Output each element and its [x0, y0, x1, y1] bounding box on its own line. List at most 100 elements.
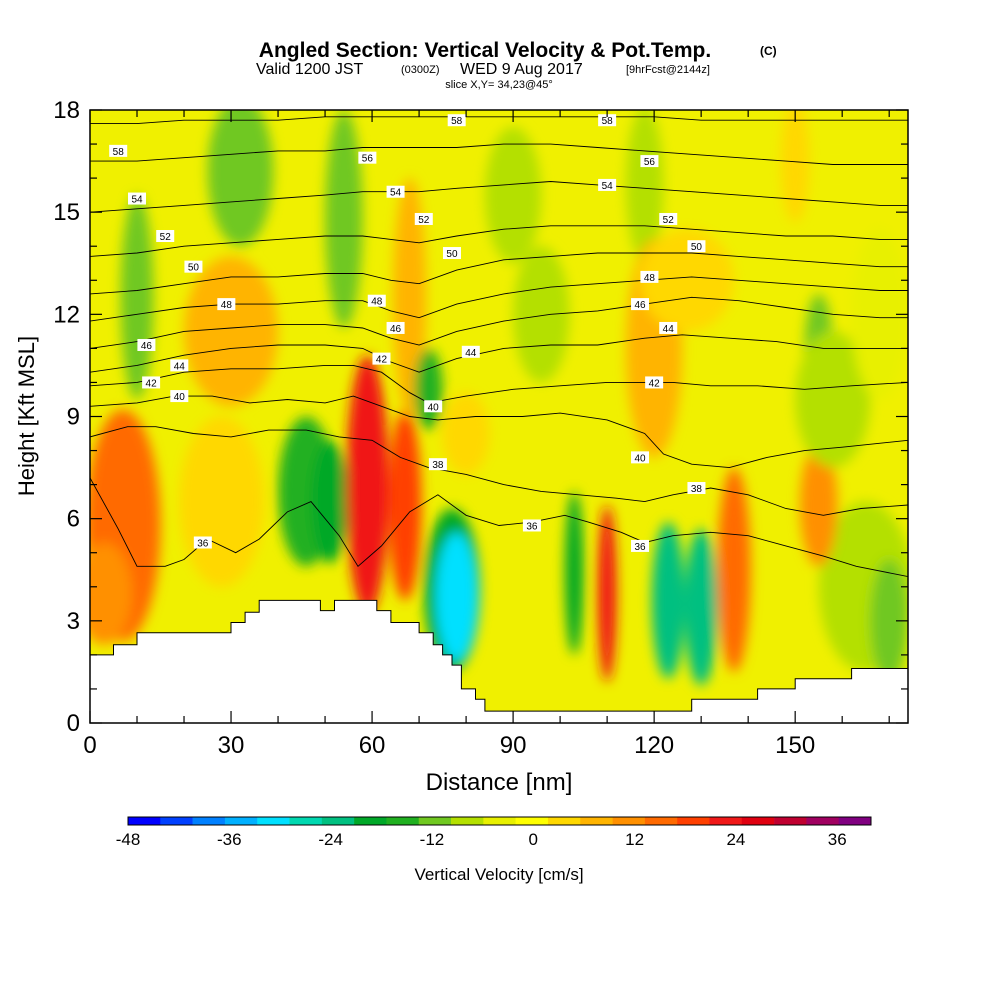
contour-label-8: 52: [156, 230, 175, 243]
colorbar-swatch-11: [483, 817, 516, 825]
svg-text:52: 52: [418, 215, 430, 226]
theta-contour-44: [90, 334, 908, 373]
colorbar-swatch-0: [128, 817, 161, 825]
contour-label-11: 50: [184, 260, 203, 274]
contour-label-14: 48: [217, 298, 236, 311]
colorbar-tick-0: 0: [529, 830, 538, 849]
svg-text:42: 42: [649, 378, 661, 389]
svg-text:56: 56: [362, 154, 374, 165]
colorbar-swatch-12: [515, 817, 549, 825]
velocity-cell-13: [564, 491, 584, 655]
theta-contour-40: [90, 395, 908, 469]
velocity-cell-21: [799, 443, 838, 567]
colorbar-swatch-2: [192, 817, 226, 825]
x-axis: 0 30 60 90 120 150: [83, 110, 890, 759]
velocity-field: [90, 110, 908, 686]
svg-text:50: 50: [446, 249, 458, 260]
theta-contour-58: [90, 116, 908, 125]
svg-text:58: 58: [113, 147, 125, 158]
contour-label-31: 36: [193, 536, 212, 550]
contour-labels: 58 58 58 56 56 54 54 54 52 52 52 50 50 50 48 48 48 46 46 46…: [109, 114, 706, 553]
y-tick-label-0: 0: [67, 710, 80, 737]
contour-label-33: 36: [631, 539, 650, 553]
velocity-cell-12: [435, 532, 478, 662]
contour-label-30: 38: [687, 482, 706, 495]
svg-text:46: 46: [390, 324, 402, 335]
contour-label-13: 50: [687, 240, 706, 253]
theta-contour-38: [90, 426, 908, 516]
svg-text:42: 42: [376, 355, 388, 366]
contour-label-32: 36: [522, 519, 541, 532]
velocity-cell-20: [870, 559, 908, 683]
svg-text:42: 42: [146, 378, 158, 389]
svg-text:56: 56: [644, 157, 656, 168]
svg-text:58: 58: [451, 116, 463, 127]
velocity-cell-22: [120, 195, 154, 400]
colorbar-swatch-1: [160, 817, 193, 825]
theta-contour-50: [90, 252, 908, 295]
colorbar-swatch-6: [321, 817, 355, 825]
contour-label-27: 40: [424, 400, 443, 413]
svg-text:46: 46: [141, 341, 153, 352]
x-tick-label-90: 90: [500, 732, 527, 759]
contour-label-19: 46: [631, 298, 650, 311]
theta-contour-56: [90, 143, 908, 165]
contour-label-26: 40: [170, 390, 189, 403]
svg-text:58: 58: [602, 116, 614, 127]
terrain: [90, 599, 908, 723]
contour-label-29: 38: [428, 458, 447, 471]
colorbar-swatch-4: [257, 817, 290, 825]
svg-text:36: 36: [526, 521, 538, 532]
velocity-cell-29: [484, 127, 542, 264]
theta-contour-48: [90, 276, 908, 322]
colorbar-swatch-16: [644, 817, 678, 825]
units-tag: (C): [760, 44, 777, 58]
contour-label-28: 40: [631, 451, 650, 464]
contour-label-23: 42: [142, 376, 161, 389]
velocity-cell-7: [346, 355, 389, 615]
svg-text:48: 48: [221, 300, 233, 311]
contour-label-3: 56: [358, 151, 377, 165]
svg-text:54: 54: [602, 181, 614, 192]
velocity-cell-24: [207, 110, 274, 247]
colorbar-swatch-19: [741, 817, 775, 825]
svg-text:48: 48: [644, 273, 656, 284]
svg-text:44: 44: [663, 324, 675, 335]
velocity-cell-30: [625, 110, 664, 264]
colorbar-swatch-22: [838, 817, 872, 825]
svg-text:54: 54: [390, 188, 402, 199]
colorbar-swatch-5: [289, 817, 323, 825]
contour-label-12: 50: [442, 247, 461, 260]
contour-label-0: 58: [447, 114, 466, 127]
slice-info: slice X,Y= 34,23@45°: [445, 79, 553, 91]
colorbar-swatch-9: [418, 817, 452, 825]
contour-label-9: 52: [414, 212, 433, 226]
contour-label-22: 44: [659, 321, 678, 335]
colorbar-swatch-20: [774, 817, 807, 825]
svg-text:50: 50: [188, 263, 200, 274]
velocity-cell-5: [310, 440, 349, 563]
svg-text:50: 50: [691, 242, 703, 253]
svg-text:38: 38: [432, 460, 444, 471]
svg-text:48: 48: [371, 297, 383, 308]
velocity-cell-15: [651, 522, 685, 679]
valid-zulu: (0300Z): [401, 64, 440, 76]
theta-contour-54: [90, 181, 908, 213]
colorbar-frame: [127, 816, 872, 826]
y-tick-label-6: 6: [67, 506, 80, 533]
velocity-cell-25: [325, 110, 363, 328]
velocity-cell-23: [184, 256, 279, 407]
colorbar-swatch-17: [677, 817, 710, 825]
colorbar-tick-12: 12: [625, 830, 644, 849]
y-tick-label-3: 3: [67, 608, 80, 635]
velocity-cell-14: [597, 505, 617, 683]
svg-text:40: 40: [428, 402, 440, 413]
contour-label-4: 56: [640, 155, 659, 168]
contour-label-18: 46: [386, 321, 405, 335]
colorbar-swatch-8: [386, 817, 420, 825]
contour-label-1: 58: [598, 114, 617, 127]
colorbar: -48 -36 -24 -12 0 12 24 36: [116, 816, 872, 849]
x-axis-label: Distance [nm]: [426, 769, 573, 796]
